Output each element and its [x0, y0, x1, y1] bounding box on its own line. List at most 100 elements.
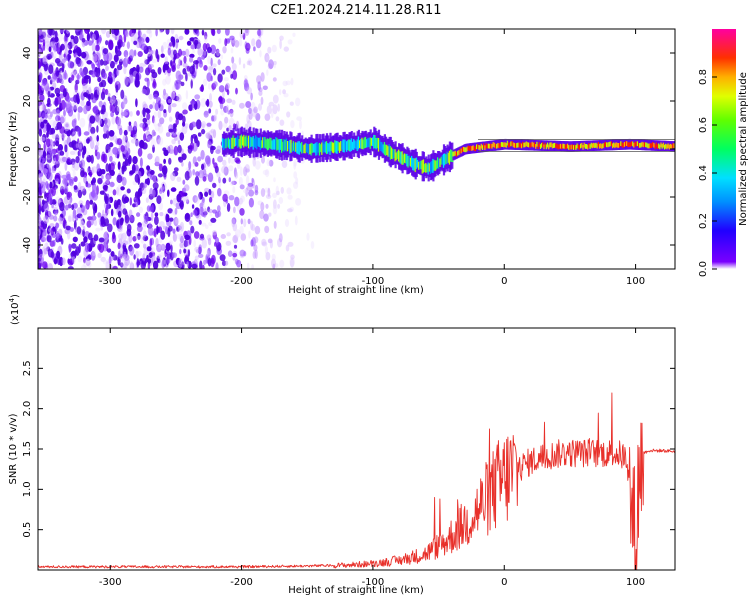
spectrogram-noise-cell	[286, 111, 291, 118]
spectrogram-noise-cell	[151, 71, 158, 79]
spectrogram-ridge-cell	[454, 150, 457, 156]
spectrogram-noise-cell	[137, 250, 142, 257]
spectrogram-noise-cell	[42, 104, 46, 112]
spectrogram-ridge-cell	[244, 136, 247, 146]
spectrogram-noise-cell	[289, 258, 295, 268]
spectrogram-noise-cell	[77, 127, 82, 137]
spectrogram-noise-cell	[210, 145, 214, 155]
spectrogram-noise-cell	[261, 155, 265, 164]
spectrogram-noise-cell	[129, 197, 132, 206]
spectrogram-noise-cell	[40, 184, 46, 194]
spectrogram-noise-cell	[170, 187, 177, 192]
spectrogram-noise-cell	[136, 64, 140, 73]
spectrogram-noise-cell	[204, 191, 209, 197]
spectrogram-noise-cell	[202, 176, 207, 182]
spectrogram-noise-cell	[157, 67, 162, 75]
spectrogram-noise-cell	[93, 54, 99, 63]
spectrogram-noise-cell	[59, 150, 65, 156]
spectrogram-noise-cell	[71, 74, 75, 81]
spectrogram-noise-cell	[105, 174, 110, 184]
spectrogram-ridge-cell	[652, 142, 655, 147]
spectrogram-noise-cell	[76, 213, 83, 219]
spectrogram-noise-cell	[184, 29, 190, 35]
spectrogram-noise-cell	[222, 122, 228, 128]
spectrogram-ridge-cell	[557, 144, 560, 150]
spectrogram-noise-cell	[91, 249, 96, 257]
spectrogram-noise-cell	[270, 108, 274, 119]
spectrogram-noise-cell	[162, 147, 167, 152]
spectrogram-ridge-cell	[334, 140, 337, 153]
spectrogram-noise-cell	[138, 37, 145, 44]
spectrogram-noise-cell	[122, 41, 125, 48]
spectrogram-noise-cell	[50, 76, 57, 83]
spectrogram-noise-cell	[75, 143, 80, 148]
spectrogram-noise-cell	[258, 90, 263, 96]
spectrogram-noise-cell	[275, 116, 280, 122]
spectrogram-ridge-cell	[379, 139, 382, 150]
spectrogram-noise-cell	[223, 77, 229, 82]
spectrogram-ridge-cell	[655, 142, 658, 148]
spectrogram-noise-cell	[273, 60, 277, 69]
spectrogram-noise-cell	[260, 72, 265, 82]
spectrogram-noise-cell	[228, 157, 231, 164]
spectrogram-ridge-cell	[667, 143, 670, 149]
spectrogram-ridge-cell	[370, 138, 373, 146]
spectrogram-noise-cell	[185, 123, 189, 129]
spectrogram-noise-cell	[38, 110, 41, 115]
spectrogram-noise-cell	[232, 222, 238, 232]
spectrogram-ridge-cell	[442, 153, 446, 168]
spectrogram-noise-cell	[119, 218, 124, 226]
spectrogram-noise-cell	[69, 105, 74, 112]
spectrogram-noise-cell	[105, 163, 110, 172]
spectrogram-noise-cell	[225, 240, 232, 246]
spectrogram-ridge-cell	[301, 142, 304, 154]
spectrogram-noise-cell	[87, 86, 92, 96]
spectrogram-noise-cell	[233, 244, 238, 249]
spectrogram-noise-cell	[151, 129, 156, 137]
spectrogram-noise-cell	[279, 35, 284, 41]
spectrogram-noise-cell	[265, 194, 272, 200]
spectrogram-ridge-cell	[351, 141, 355, 150]
spectrogram-noise-cell	[217, 59, 221, 66]
spectrogram-noise-cell	[146, 254, 149, 263]
spectrogram-noise-cell	[186, 65, 191, 72]
spectrogram-noise-cell	[86, 151, 90, 158]
spectrogram-noise-cell	[148, 93, 153, 100]
spectrogram-noise-cell	[149, 238, 153, 248]
spectrogram-noise-cell	[231, 218, 236, 228]
spectrogram-noise-cell	[92, 53, 98, 63]
spectrogram-noise-cell	[292, 32, 296, 37]
spectrogram-noise-cell	[85, 138, 90, 144]
spectrogram-ridge-cell	[412, 158, 415, 171]
spectrogram-noise-cell	[45, 242, 49, 248]
spectrogram-noise-cell	[108, 130, 115, 137]
spectrogram-noise-cell	[107, 185, 113, 194]
spectrogram-noise-cell	[295, 177, 299, 185]
spectrogram-ridge-cell	[272, 139, 275, 150]
spectrogram-noise-cell	[63, 102, 67, 108]
spectrogram-noise-cell	[144, 59, 150, 65]
spectrogram-noise-cell	[260, 202, 265, 212]
spectrogram-noise-cell	[51, 167, 56, 173]
spectrogram-ridge-cell	[377, 138, 381, 152]
spectrogram-ridge-cell	[614, 143, 617, 149]
spectrogram-noise-cell	[295, 97, 301, 107]
spectrogram-ridge-cell	[380, 141, 383, 151]
spectrogram-noise-cell	[38, 43, 41, 49]
spectrogram-noise-cell	[200, 200, 205, 206]
spectrogram-y-tick-label: -40	[22, 237, 33, 253]
spectrogram-noise-cell	[173, 167, 179, 172]
spectrogram-noise-cell	[40, 220, 44, 226]
spectrogram-noise-cell	[236, 259, 242, 268]
spectrogram-ridge-cell	[659, 144, 662, 150]
spectrogram-noise-cell	[115, 68, 120, 76]
spectrogram-noise-cell	[105, 179, 111, 186]
spectrogram-noise-cell	[165, 75, 171, 85]
spectrogram-noise-cell	[179, 242, 184, 249]
spectrogram-noise-cell	[99, 118, 105, 128]
spectrogram-noise-cell	[61, 58, 66, 64]
spectrogram-noise-cell	[126, 188, 131, 194]
spectrogram-ridge-cell	[445, 154, 448, 164]
spectrogram-noise-cell	[47, 90, 51, 98]
